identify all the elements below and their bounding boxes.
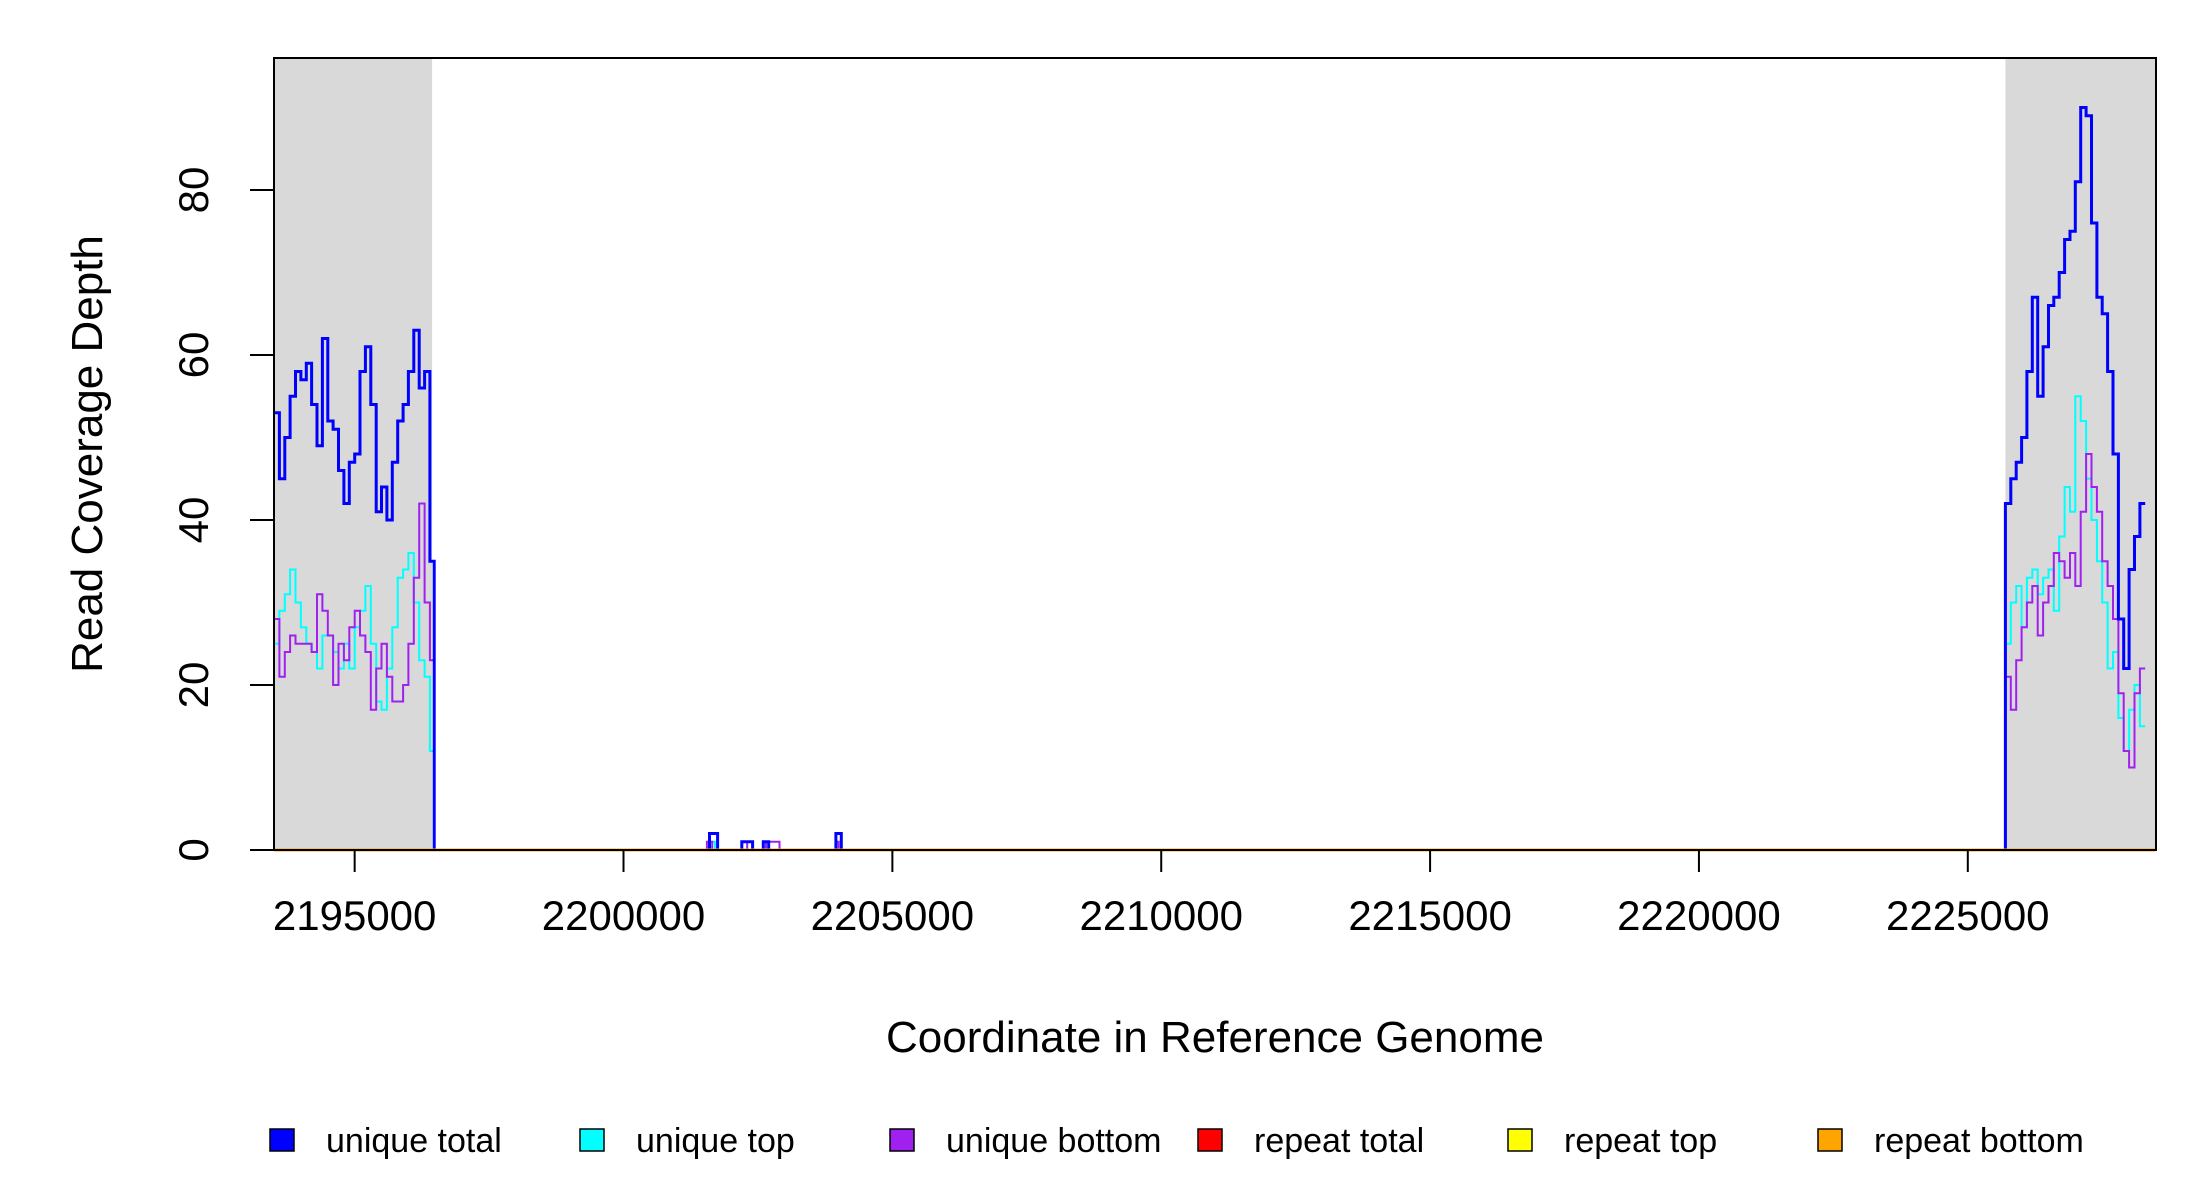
x-axis: 2195000 2200000 2205000 2210000 2215000 22200… [273,849,2050,939]
y-tick-label: 0 [170,838,217,861]
legend-label-repeat-top: repeat top [1564,1122,1717,1160]
y-tick-label: 60 [170,332,217,379]
x-tick-label: 2200000 [542,892,706,939]
legend-label-unique-bottom: unique bottom [946,1122,1162,1160]
legend-label-unique-top: unique top [636,1122,795,1160]
legend-label-unique-total: unique total [326,1122,502,1160]
series-line-unique-top [274,395,2146,851]
y-tick-label: 80 [170,167,217,214]
legend-swatch-unique-top [579,1128,605,1152]
series-line-unique-bottom [274,453,2146,851]
plot-frame [273,57,2157,851]
shaded-regions [274,58,2156,850]
legend-swatch-unique-total [269,1128,295,1152]
x-tick-label: 2210000 [1079,892,1243,939]
y-axis-title: Read Coverage Depth [63,235,112,673]
y-tick-label: 40 [170,497,217,544]
legend-swatch-unique-bottom [889,1128,915,1152]
y-tick-label: 20 [170,662,217,709]
x-tick-label: 2220000 [1617,892,1781,939]
y-axis: 0 20 40 60 80 [170,167,275,862]
x-tick-label: 2205000 [811,892,975,939]
x-tick-label: 2195000 [273,892,437,939]
series-lines [274,106,2156,852]
legend-label-repeat-bottom: repeat bottom [1874,1122,2084,1160]
x-tick-label: 2215000 [1348,892,1512,939]
legend-label-repeat-total: repeat total [1254,1122,1424,1160]
series-line-unique-total [274,106,2146,852]
legend-swatch-repeat-total [1197,1128,1223,1152]
legend: unique total unique top unique bottom repea… [269,1122,2084,1160]
legend-swatch-repeat-top [1507,1128,1533,1152]
x-tick-label: 2225000 [1886,892,2050,939]
shaded-region-2 [2005,58,2156,850]
x-axis-title: Coordinate in Reference Genome [886,1013,1544,1062]
shaded-region-1 [274,58,433,850]
legend-swatch-repeat-bottom [1817,1128,1843,1152]
